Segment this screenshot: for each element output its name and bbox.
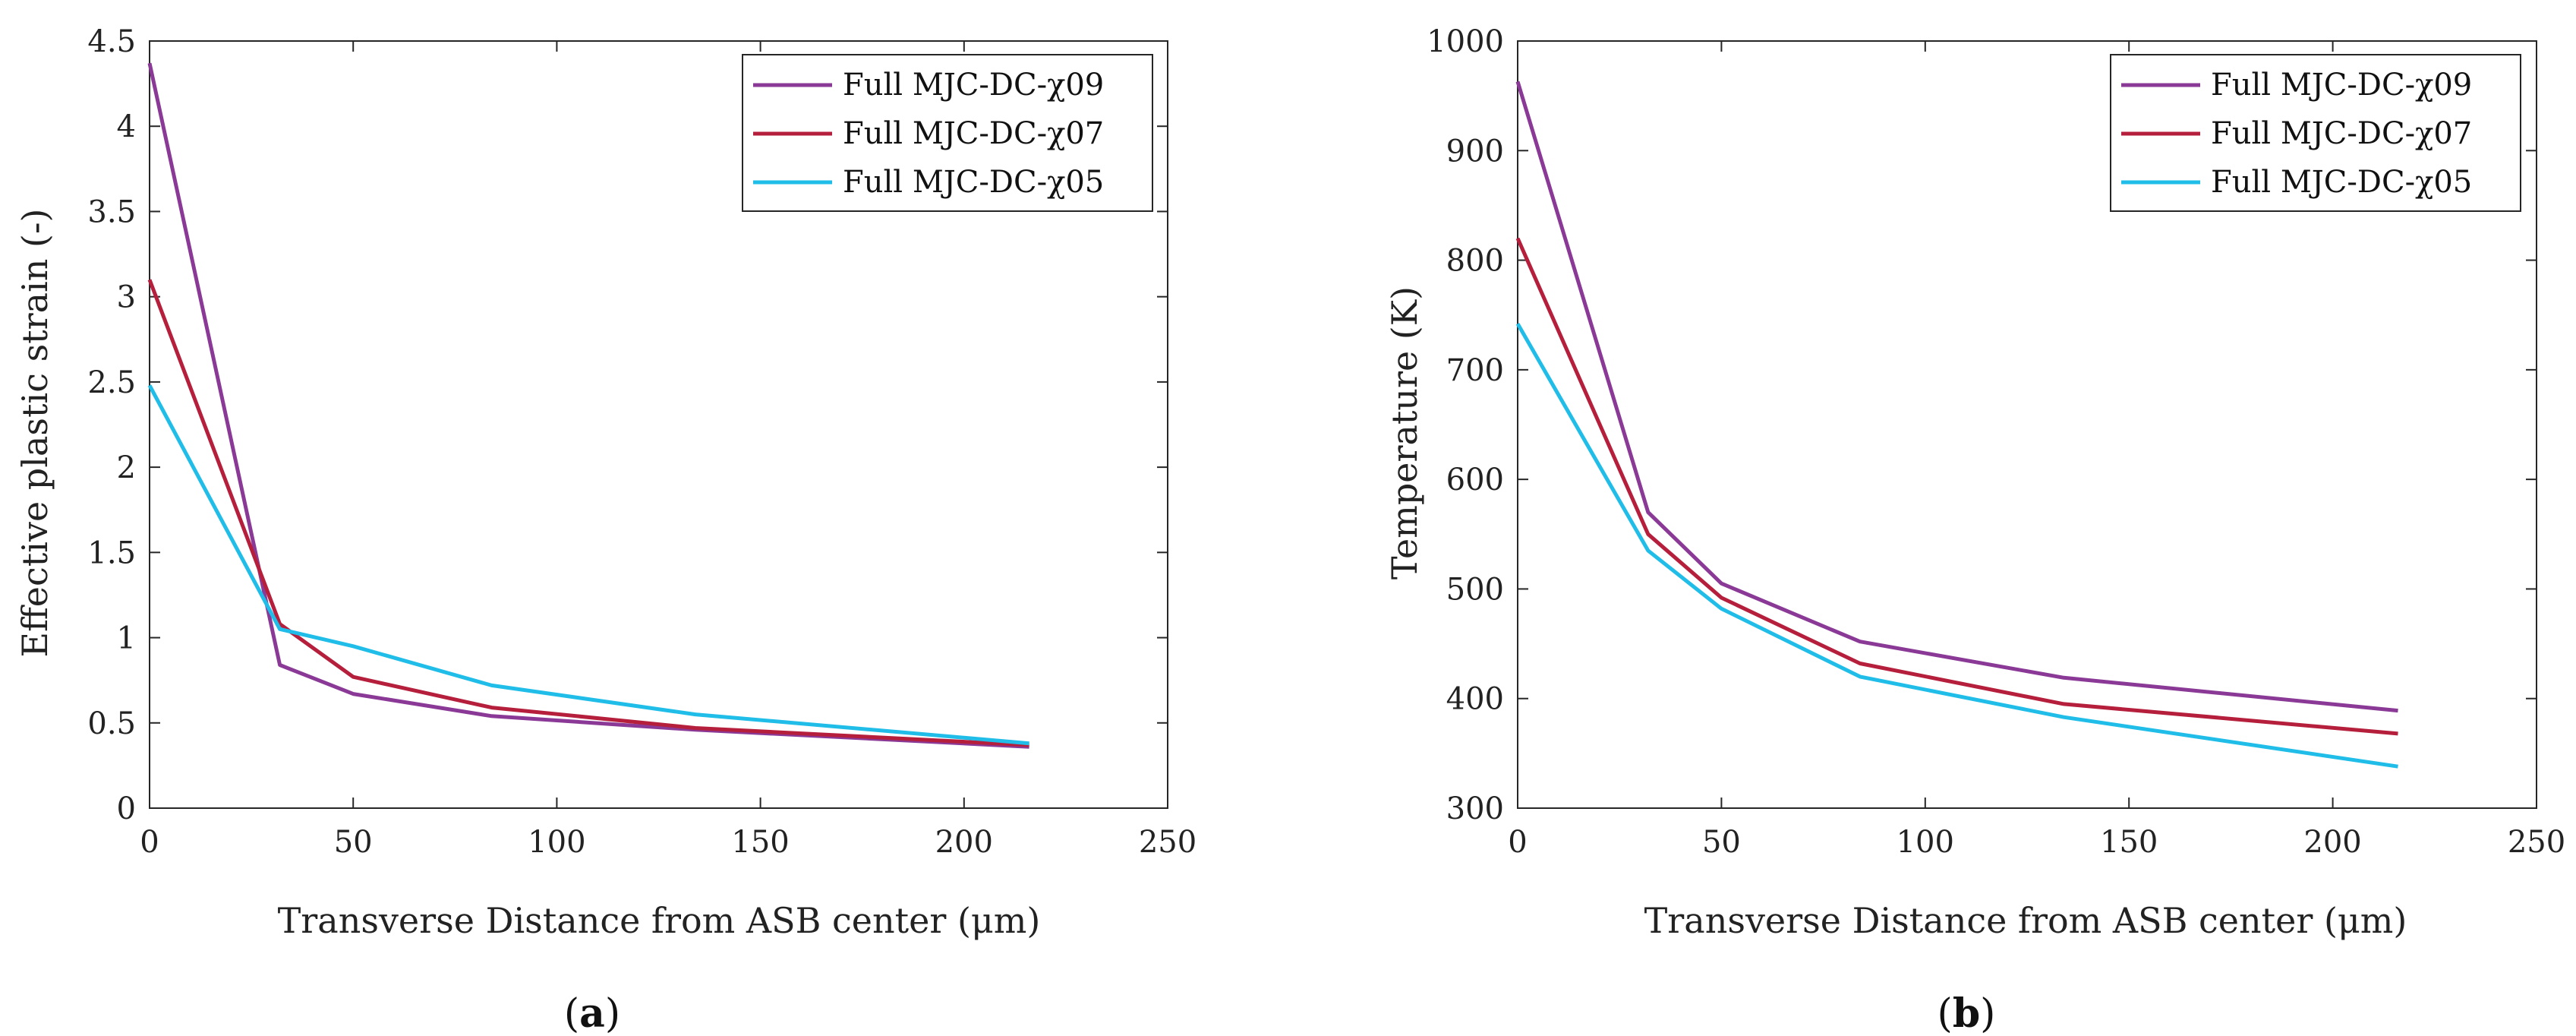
- x-tick-label-b: 150: [2100, 825, 2158, 860]
- x-tick-label-b: 250: [2508, 825, 2565, 860]
- y-tick-label-a: 2: [117, 450, 136, 485]
- plot-frame-a: [149, 40, 1168, 809]
- series-line-b-3: [1515, 323, 2398, 769]
- x-tick-label-a: 50: [334, 825, 373, 860]
- y-tick-label-b: 500: [1446, 572, 1504, 607]
- y-tick-label-a: 4.5: [87, 24, 136, 59]
- x-tick-label-a: 200: [935, 825, 993, 860]
- y-tick-label-b: 400: [1446, 682, 1504, 717]
- y-tick-label-a: 3: [117, 280, 136, 315]
- y-tick-label-b: 900: [1446, 134, 1504, 169]
- series-line-b-1: [1515, 81, 2398, 713]
- plot-frame-b: [1517, 40, 2537, 809]
- y-tick-label-a: 2.5: [87, 365, 136, 400]
- y-tick-label-b: 1000: [1427, 24, 1504, 59]
- y-tick-label-b: 600: [1446, 463, 1504, 497]
- x-tick-label-b: 0: [1508, 825, 1527, 860]
- x-tick-label-a: 150: [731, 825, 789, 860]
- series-line-a-3: [147, 384, 1029, 746]
- legend-label-b-2: Full MJC-DC-χ07: [2211, 116, 2472, 151]
- x-tick-label-a: 100: [528, 825, 585, 860]
- chart-panel-b: Temperature (K) Transverse Distance from…: [1384, 24, 2565, 1036]
- x-tick-label-b: 100: [1897, 825, 1954, 860]
- y-tick-label-a: 4: [117, 109, 136, 144]
- x-tick-label-a: 250: [1139, 825, 1197, 860]
- legend-label-a-2: Full MJC-DC-χ07: [843, 116, 1104, 151]
- x-axis-label-a: Transverse Distance from ASB center (μm): [278, 900, 1041, 941]
- panel-label-a: (a): [564, 990, 620, 1036]
- y-tick-label-a: 1.5: [87, 535, 136, 570]
- y-tick-label-b: 300: [1446, 791, 1504, 826]
- y-tick-label-a: 0.5: [87, 706, 136, 741]
- x-tick-label-b: 200: [2303, 825, 2361, 860]
- legend-label-b-3: Full MJC-DC-χ05: [2211, 165, 2472, 200]
- legend-label-b-1: Full MJC-DC-χ09: [2211, 68, 2472, 103]
- x-tick-label-a: 0: [140, 825, 159, 860]
- y-tick-label-a: 0: [117, 791, 136, 826]
- y-axis-label-b: Temperature (K): [1384, 286, 1425, 580]
- y-tick-label-b: 800: [1446, 244, 1504, 279]
- y-tick-label-b: 700: [1446, 353, 1504, 388]
- y-axis-label-a: Effective plastic strain (-): [14, 209, 55, 658]
- y-tick-label-a: 3.5: [87, 194, 136, 229]
- series-line-b-2: [1515, 237, 2398, 736]
- legend-label-a-3: Full MJC-DC-χ05: [843, 165, 1104, 200]
- series-line-a-2: [147, 279, 1029, 747]
- chart-panel-a: Effective plastic strain (-) Transverse …: [14, 24, 1197, 1036]
- x-tick-label-b: 50: [1702, 825, 1741, 860]
- x-axis-label-b: Transverse Distance from ASB center (μm): [1644, 900, 2407, 941]
- panel-label-b: (b): [1938, 990, 1996, 1036]
- y-tick-label-a: 1: [117, 621, 136, 656]
- legend-label-a-1: Full MJC-DC-χ09: [843, 68, 1104, 103]
